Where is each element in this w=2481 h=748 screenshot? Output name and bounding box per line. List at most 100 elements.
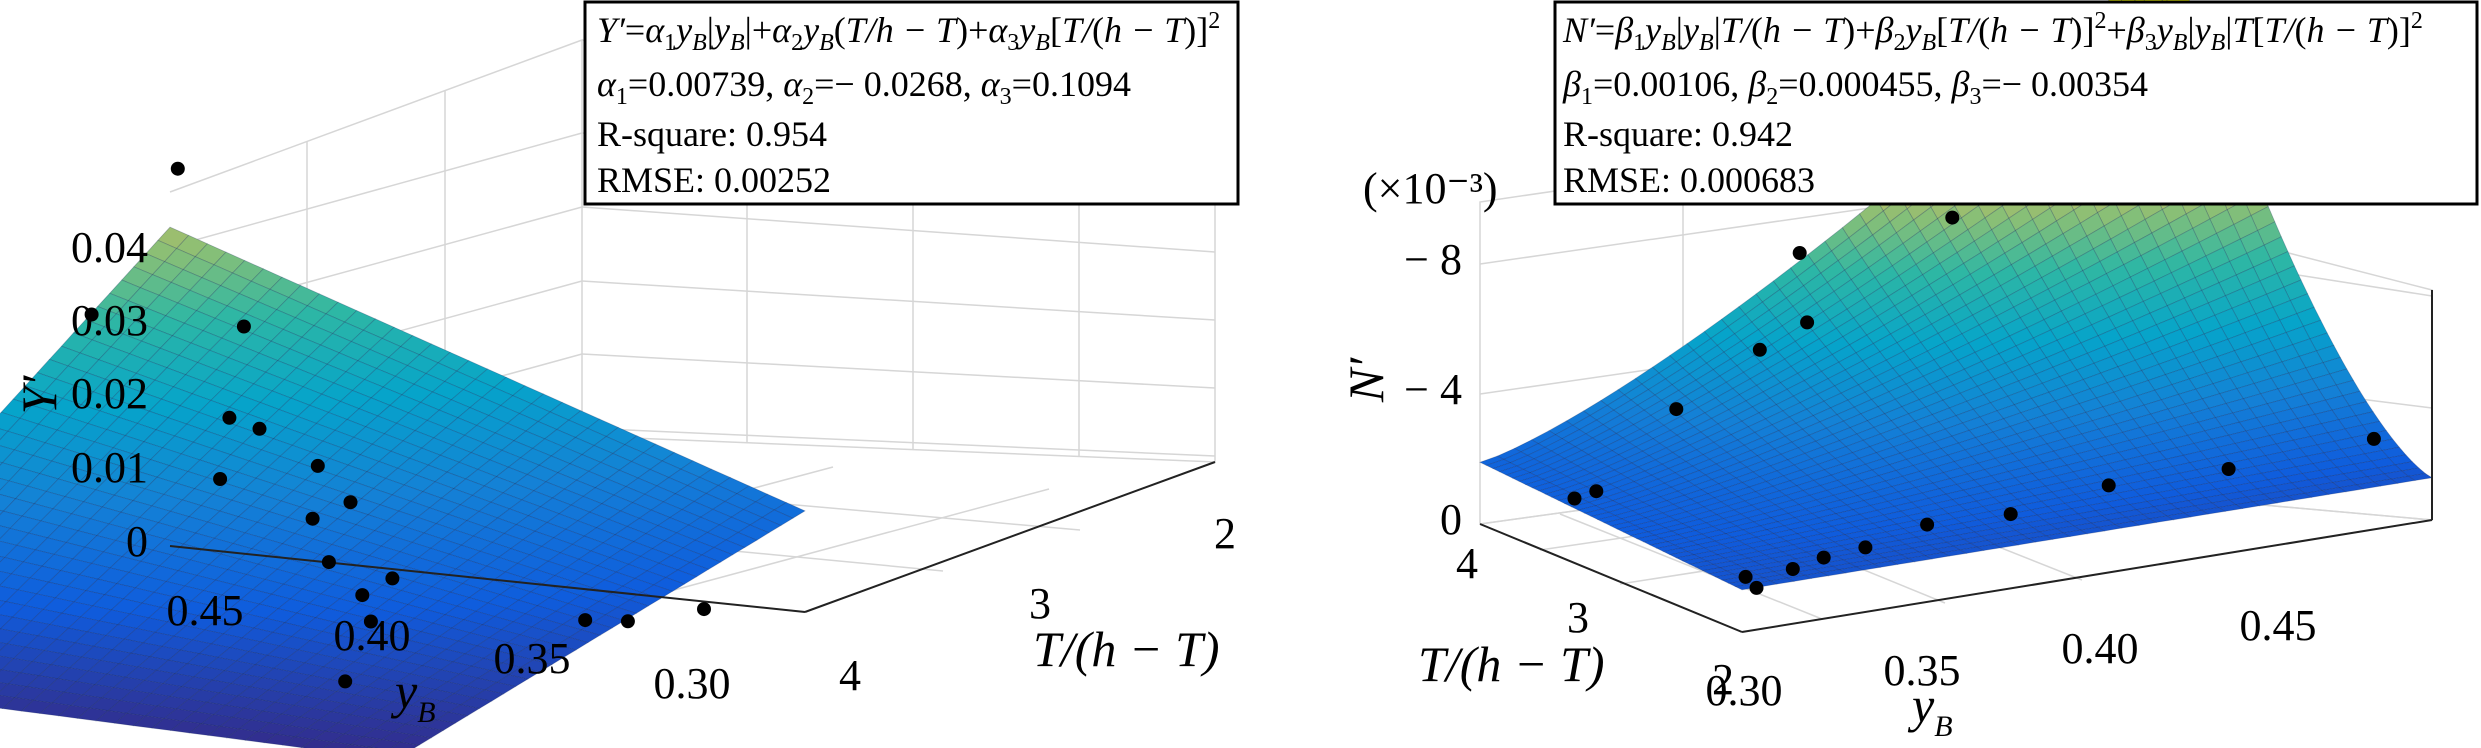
surface-facet (158, 554, 192, 572)
data-point (363, 614, 378, 629)
left-fit-box: Y′=α1yB|yB|+α2yB(T/h − T)+α3yB[T/(h − T)… (583, 0, 1240, 206)
surface-facet (2103, 215, 2129, 240)
surface-facet (1485, 458, 1512, 470)
surface-facet (2262, 490, 2289, 500)
data-point (84, 307, 99, 322)
surface-facet (35, 581, 69, 599)
surface-facet (1820, 569, 1847, 577)
surface-facet (1681, 557, 1709, 565)
surface-facet (1662, 547, 1689, 556)
surface-facet (2113, 385, 2139, 402)
surface-facet (220, 543, 253, 560)
left-axis-labels: Y′ yB T/(h − T) (11, 375, 1220, 729)
surface-facet (544, 644, 577, 658)
surface-facet (2047, 279, 2073, 301)
surface-facet (457, 407, 490, 426)
surface-facet (1537, 485, 1564, 495)
surface-facet (1718, 564, 1746, 572)
surface-facet (150, 683, 183, 697)
surface-facet (117, 404, 151, 424)
surface-facet (481, 386, 514, 406)
surface-facet (520, 490, 554, 508)
surface-facet (379, 494, 412, 512)
surface-facet (171, 322, 204, 344)
surface-facet (294, 563, 328, 580)
surface-facet (146, 565, 180, 582)
surface-facet (320, 583, 353, 600)
surface-facet (2031, 468, 2057, 481)
surface-facet (699, 508, 733, 526)
surface-facet (639, 548, 673, 564)
right-fit-box: N′=β1yB|yB|T/(h − T)+β2yB[T/(h − T)]2+β3… (1553, 0, 2479, 206)
surface-facet (137, 459, 171, 478)
surface-facet (1653, 530, 1680, 539)
surface-facet (244, 731, 278, 744)
surface-facet (1642, 537, 1669, 546)
surface-facet (2225, 398, 2251, 414)
x-tick: 0.40 (2062, 624, 2139, 673)
surface-facet (625, 477, 658, 495)
surface-facet (2275, 439, 2301, 453)
surface-facet (1590, 511, 1617, 521)
surface-facet (2065, 379, 2091, 396)
surface-facet (2188, 255, 2213, 279)
data-point (305, 511, 320, 526)
surface-facet (0, 445, 16, 464)
left-axes (169, 461, 1216, 613)
surface-facet (84, 535, 117, 553)
surface-facet (528, 545, 562, 562)
surface-facet (175, 471, 208, 490)
surface-facet (387, 551, 420, 568)
surface-facet (1607, 506, 1634, 516)
data-point (343, 495, 358, 510)
surface-facet (2325, 473, 2351, 483)
surface-facet (468, 588, 501, 604)
surface-facet (1803, 572, 1830, 579)
surface-facet (103, 313, 136, 335)
surface-facet (2197, 417, 2223, 432)
surface-facet (2322, 356, 2348, 375)
surface-facet (0, 509, 5, 516)
surface-facet (268, 500, 301, 518)
surface-facet (225, 516, 259, 534)
y-tick: 3 (1567, 593, 1589, 642)
surface-facet (2214, 307, 2240, 328)
surface-facet (341, 661, 374, 675)
surface-facet (2126, 404, 2152, 420)
y-tick: 4 (1456, 539, 1478, 588)
surface-facet (271, 379, 304, 399)
surface-facet (2387, 454, 2414, 466)
surface-facet (374, 720, 407, 733)
surface-facet (2080, 428, 2106, 443)
data-point (222, 410, 237, 425)
surface-facet (2119, 288, 2144, 310)
surface-facet (272, 427, 306, 446)
surface-facet (1649, 541, 1676, 549)
surface-facet (504, 562, 538, 579)
surface-facet (2175, 351, 2201, 370)
surface-facet (2044, 532, 2071, 540)
surface-facet (1992, 540, 2020, 549)
right-axes (1479, 290, 2433, 633)
fit-equation: Y′=α1yB|yB|+α2yB(T/h − T)+α3yB[T/(h − T)… (597, 8, 1220, 56)
surface-facet (592, 614, 626, 629)
surface-facet (249, 494, 283, 513)
surface-facet (0, 683, 28, 699)
surface-facet (172, 374, 206, 395)
surface-facet (221, 584, 254, 601)
surface-facet (439, 661, 473, 675)
surface-facet (236, 686, 270, 700)
surface-facet (190, 330, 223, 351)
surface-facet (308, 393, 342, 413)
y-axis-label: T/(h − T) (1418, 636, 1605, 692)
surface-facet (423, 719, 457, 731)
data-point (620, 614, 635, 629)
surface-facet (428, 497, 462, 515)
surface-facet (576, 511, 610, 529)
surface-facet (2035, 366, 2061, 384)
surface-facet (224, 471, 257, 490)
surface-facet (530, 618, 564, 633)
surface-facet (2191, 482, 2217, 493)
data-point (355, 588, 370, 603)
x-tick: 0.35 (1884, 646, 1961, 695)
